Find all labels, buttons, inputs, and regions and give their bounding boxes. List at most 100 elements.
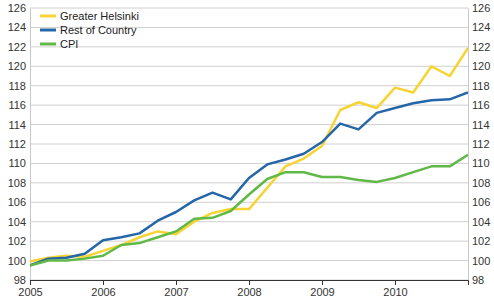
tick: 126 (468, 2, 490, 14)
tick-label: 104 (472, 216, 490, 228)
tick: 120 (8, 60, 30, 72)
tick-label: 2005 (18, 286, 42, 298)
tick-mark (249, 280, 250, 285)
axis-line (30, 9, 31, 281)
tick: 2005 (18, 280, 42, 298)
grid-line (30, 221, 468, 222)
tick: 2010 (383, 280, 407, 298)
grid-line (30, 124, 468, 125)
grid-line (30, 202, 468, 203)
legend: Greater Helsinki Rest of Country CPI (40, 10, 139, 50)
tick: 126 (8, 2, 30, 14)
series-line (30, 93, 468, 266)
tick: 2008 (237, 280, 261, 298)
tick-mark (395, 280, 396, 285)
tick-label: 110 (8, 157, 26, 169)
grid-line (30, 66, 468, 67)
tick: 118 (8, 80, 30, 92)
tick-label: 116 (472, 99, 490, 111)
tick-label: 110 (472, 157, 490, 169)
tick-label: 2010 (383, 286, 407, 298)
tick: 104 (8, 216, 30, 228)
tick: 114 (468, 119, 490, 131)
tick-label: 112 (472, 138, 490, 150)
tick: 102 (8, 235, 30, 247)
tick-label: 118 (472, 80, 490, 92)
tick-label: 106 (472, 196, 490, 208)
tick: 112 (468, 138, 490, 150)
tick: 106 (468, 196, 490, 208)
tick-label: 126 (472, 2, 490, 14)
legend-label: CPI (60, 38, 78, 50)
x-axis: 2005 2006 2007 2008 2009 2010 (18, 280, 468, 298)
tick: 124 (468, 21, 490, 33)
tick-label: 112 (8, 138, 26, 150)
tick-label: 124 (472, 21, 490, 33)
tick: 118 (468, 80, 490, 92)
tick-label: 124 (8, 21, 26, 33)
tick-label: 122 (8, 41, 26, 53)
tick-label: 100 (472, 255, 490, 267)
tick: 110 (468, 157, 490, 169)
tick-label: 2006 (91, 286, 115, 298)
tick: 98 (14, 274, 30, 286)
tick: 106 (8, 196, 30, 208)
legend-swatch (40, 29, 56, 32)
axis-line (31, 281, 469, 286)
tick: 104 (468, 216, 490, 228)
series-line (30, 48, 468, 262)
tick-mark (176, 280, 177, 285)
tick-label: 106 (8, 196, 26, 208)
tick: 120 (468, 60, 490, 72)
tick-label: 108 (472, 177, 490, 189)
tick: 116 (8, 99, 30, 111)
tick-mark (30, 280, 31, 285)
left-axis: 98 100 102 104 106 108 110 112 114 116 118 120 122 12… (8, 2, 31, 286)
grid-line (30, 182, 468, 183)
tick-label: 2009 (310, 286, 334, 298)
tick: 2006 (91, 280, 115, 298)
tick-label: 2008 (237, 286, 261, 298)
tick-label: 2007 (164, 286, 188, 298)
legend-label: Rest of Country (60, 24, 137, 36)
tick: 112 (8, 138, 30, 150)
tick-label: 108 (8, 177, 26, 189)
tick: 122 (468, 41, 490, 53)
tick-label: 122 (472, 41, 490, 53)
tick: 108 (8, 177, 30, 189)
tick-label: 118 (8, 80, 26, 92)
tick-label: 100 (8, 255, 26, 267)
tick-label: 98 (472, 274, 484, 286)
tick-label: 104 (8, 216, 26, 228)
legend-swatch (40, 43, 56, 46)
grid-line (30, 144, 468, 145)
tick: 108 (468, 177, 490, 189)
tick-label: 126 (8, 2, 26, 14)
chart: 98 100 102 104 106 108 110 112 114 116 118 120 122 12… (0, 0, 494, 304)
tick: 124 (8, 21, 30, 33)
tick-label: 102 (8, 235, 26, 247)
series-line (30, 155, 468, 266)
right-axis: 98 100 102 104 106 108 110 112 114 116 118 120 122 12… (468, 2, 490, 286)
tick: 2007 (164, 280, 188, 298)
tick-label: 114 (472, 119, 490, 131)
tick: 110 (8, 157, 30, 169)
tick: 114 (8, 119, 30, 131)
tick-label: 120 (8, 60, 26, 72)
tick: 100 (8, 255, 30, 267)
grid-line (30, 8, 468, 9)
legend-label: Greater Helsinki (60, 10, 139, 22)
grid-line (30, 46, 468, 47)
tick-label: 102 (472, 235, 490, 247)
grid-line (30, 260, 468, 261)
tick: 100 (468, 255, 490, 267)
tick-mark (103, 280, 104, 285)
tick: 102 (468, 235, 490, 247)
legend-swatch (40, 15, 56, 18)
tick-label: 114 (8, 119, 26, 131)
grid-line (30, 85, 468, 86)
lines (30, 48, 468, 266)
tick: 2009 (310, 280, 334, 298)
grid-line (30, 163, 468, 164)
grid-line (30, 241, 468, 242)
